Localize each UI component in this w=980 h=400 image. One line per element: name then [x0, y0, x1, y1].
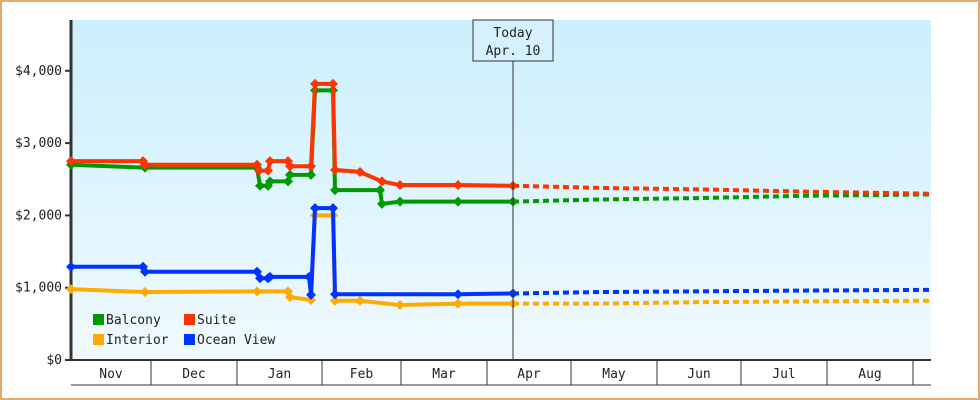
- legend-item: Ocean View: [197, 333, 275, 348]
- x-axis: Nov Dec Jan Feb Mar Apr May Jun Jul Aug: [71, 359, 931, 386]
- x-tick-label: Feb: [350, 367, 374, 382]
- today-label: Today: [493, 26, 532, 41]
- x-tick-label: May: [602, 367, 626, 382]
- x-tick-label: Jan: [268, 367, 291, 382]
- legend: Balcony Suite Interior Ocean View: [93, 313, 275, 348]
- y-axis: $0 $1,000 $2,000 $3,000 $4,000: [15, 20, 73, 368]
- series-lines: [66, 78, 931, 311]
- x-tick-label: Dec: [182, 367, 205, 382]
- series-line: [71, 206, 514, 297]
- x-tick-label: Nov: [99, 367, 123, 382]
- forecast-line: [513, 298, 931, 306]
- x-tick-label: Jul: [772, 367, 795, 382]
- forecast-line: [512, 192, 931, 204]
- plot-area: [71, 20, 931, 360]
- forecast-line: [512, 183, 931, 196]
- y-tick-label: $2,000: [15, 208, 62, 223]
- today-marker: Today Apr. 10: [472, 19, 554, 360]
- legend-item: Suite: [197, 313, 236, 328]
- x-tick-label: Aug: [858, 367, 881, 382]
- x-tick-label: Apr: [517, 367, 541, 382]
- legend-item: Balcony: [106, 313, 161, 328]
- forecast-line: [512, 287, 931, 296]
- y-tick-label: $0: [46, 353, 62, 368]
- y-tick-label: $4,000: [15, 64, 62, 79]
- x-tick-label: Jun: [687, 367, 710, 382]
- today-date: Apr. 10: [486, 44, 541, 59]
- x-tick-label: Mar: [432, 367, 456, 382]
- legend-item: Interior: [106, 333, 169, 348]
- y-tick-label: $3,000: [15, 136, 62, 151]
- y-tick-label: $1,000: [15, 281, 62, 296]
